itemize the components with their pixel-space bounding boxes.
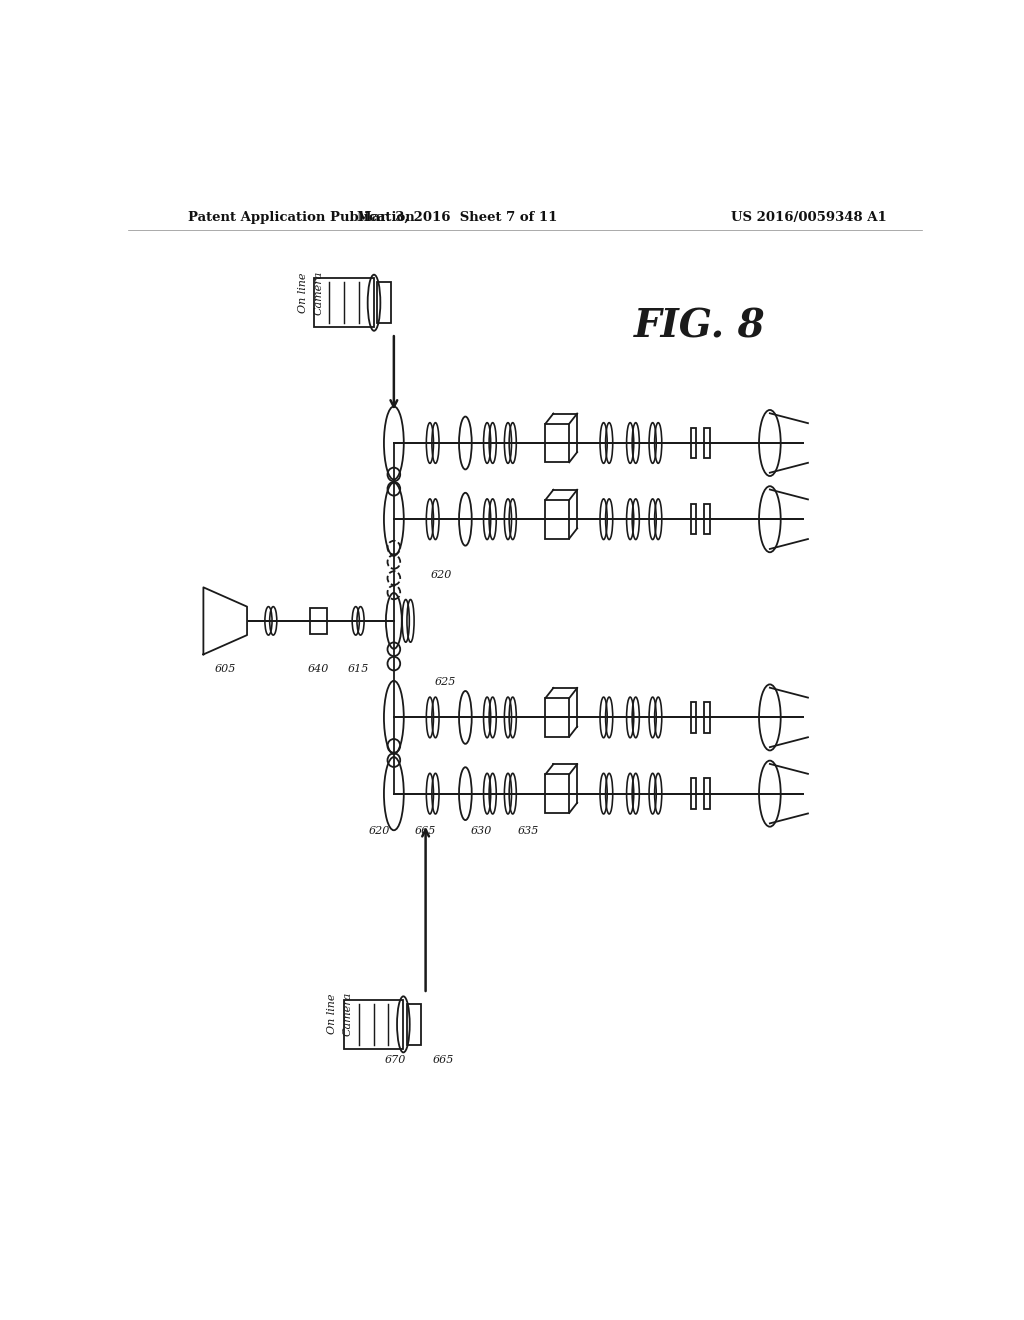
Text: Camera: Camera — [343, 993, 353, 1036]
Text: Camera: Camera — [313, 271, 324, 314]
Bar — [546, 424, 569, 462]
Bar — [691, 504, 696, 535]
Text: 665: 665 — [415, 826, 436, 837]
Text: 620: 620 — [369, 826, 390, 837]
Bar — [407, 1003, 421, 1045]
Bar — [705, 428, 710, 458]
Text: 670: 670 — [385, 1055, 407, 1065]
Text: On line: On line — [298, 272, 307, 313]
Text: US 2016/0059348 A1: US 2016/0059348 A1 — [731, 211, 887, 224]
Bar — [344, 1001, 403, 1049]
Bar — [377, 282, 391, 323]
Text: 615: 615 — [347, 664, 369, 673]
Text: 630: 630 — [470, 826, 492, 837]
Text: 640: 640 — [308, 664, 329, 673]
Text: 635: 635 — [518, 826, 540, 837]
Text: 605: 605 — [215, 664, 237, 673]
Bar — [705, 779, 710, 809]
Bar — [705, 504, 710, 535]
Bar — [691, 779, 696, 809]
Bar — [691, 702, 696, 733]
Bar — [546, 775, 569, 813]
Bar — [546, 500, 569, 539]
Text: Patent Application Publication: Patent Application Publication — [187, 211, 415, 224]
Text: Mar. 3, 2016  Sheet 7 of 11: Mar. 3, 2016 Sheet 7 of 11 — [357, 211, 557, 224]
Text: On line: On line — [327, 994, 337, 1035]
Text: 625: 625 — [435, 677, 457, 686]
Bar — [705, 702, 710, 733]
Polygon shape — [204, 587, 247, 655]
Text: 620: 620 — [431, 570, 453, 581]
Text: FIG. 8: FIG. 8 — [634, 308, 765, 345]
Bar — [314, 279, 374, 327]
Text: 665: 665 — [432, 1055, 454, 1065]
Bar — [546, 698, 569, 737]
Bar — [691, 428, 696, 458]
Bar — [309, 607, 328, 634]
